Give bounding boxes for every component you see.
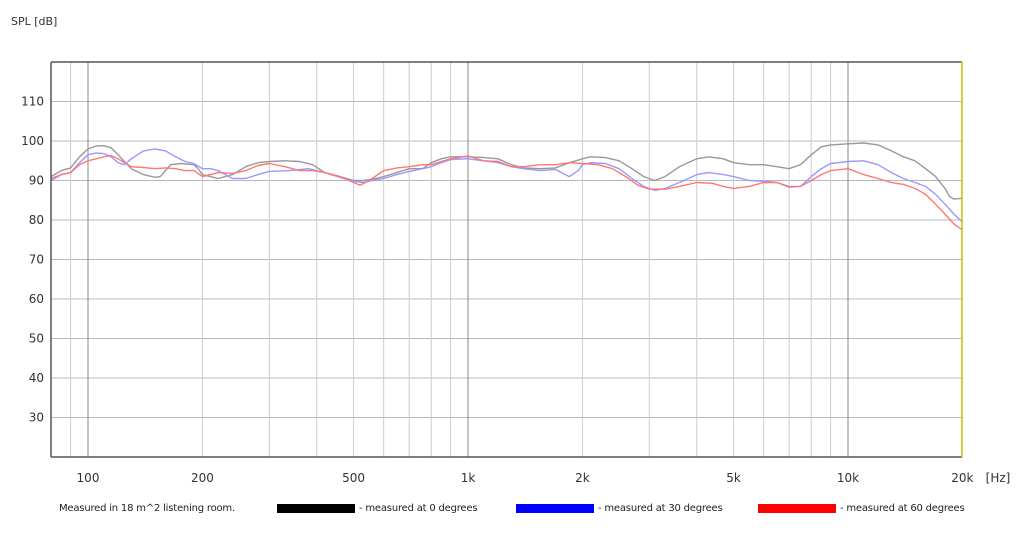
y-tick-labels: 30 40 50 60 70 80 90 100 110	[21, 95, 44, 425]
plot-frame	[50, 61, 963, 458]
y-tick-label: 50	[29, 332, 44, 346]
x-tick-labels: 100 200 500 1k 2k 5k 10k 20k [Hz]	[77, 471, 1011, 485]
y-tick-label: 30	[29, 411, 44, 425]
y-tick-label: 60	[29, 292, 44, 306]
x-tick-label: 1k	[461, 471, 476, 485]
legend-item-60deg: - measured at 60 degrees	[758, 503, 965, 514]
y-tick-label: 90	[29, 174, 44, 188]
legend-label-30deg: - measured at 30 degrees	[598, 503, 723, 514]
legend-swatch-60deg	[758, 504, 836, 513]
x-tick-label: 5k	[726, 471, 741, 485]
legend-swatch-0deg	[277, 504, 355, 513]
x-tick-label: 20k	[951, 471, 973, 485]
frequency-response-chart: 30 40 50 60 70 80 90 100 110 100 200 500 1k 2k 5k 10k 2…	[21, 61, 1011, 485]
x-tick-label: 10k	[837, 471, 859, 485]
y-axis-title: SPL [dB]	[11, 15, 58, 28]
x-axis-unit: [Hz]	[986, 471, 1011, 485]
legend-item-30deg: - measured at 30 degrees	[516, 503, 723, 514]
legend-label-0deg: - measured at 0 degrees	[359, 503, 478, 514]
legend-note: Measured in 18 m^2 listening room.	[59, 503, 235, 514]
x-tick-label: 2k	[575, 471, 590, 485]
legend-item-0deg: - measured at 0 degrees	[277, 503, 478, 514]
x-tick-label: 500	[342, 471, 365, 485]
response-curves	[50, 142, 963, 231]
y-tick-label: 80	[29, 213, 44, 227]
curve-series-1	[50, 148, 963, 223]
y-tick-label: 40	[29, 371, 44, 385]
y-tick-label: 110	[21, 95, 44, 109]
legend-swatch-30deg	[516, 504, 594, 513]
curve-series-0	[50, 142, 963, 200]
y-tick-label: 100	[21, 134, 44, 148]
x-tick-label: 200	[191, 471, 214, 485]
grid-lines	[51, 62, 962, 457]
x-tick-label: 100	[77, 471, 100, 485]
legend-label-60deg: - measured at 60 degrees	[840, 503, 965, 514]
y-tick-label: 70	[29, 253, 44, 267]
legend: Measured in 18 m^2 listening room. - mea…	[0, 503, 1024, 523]
curve-series-2	[50, 154, 963, 231]
